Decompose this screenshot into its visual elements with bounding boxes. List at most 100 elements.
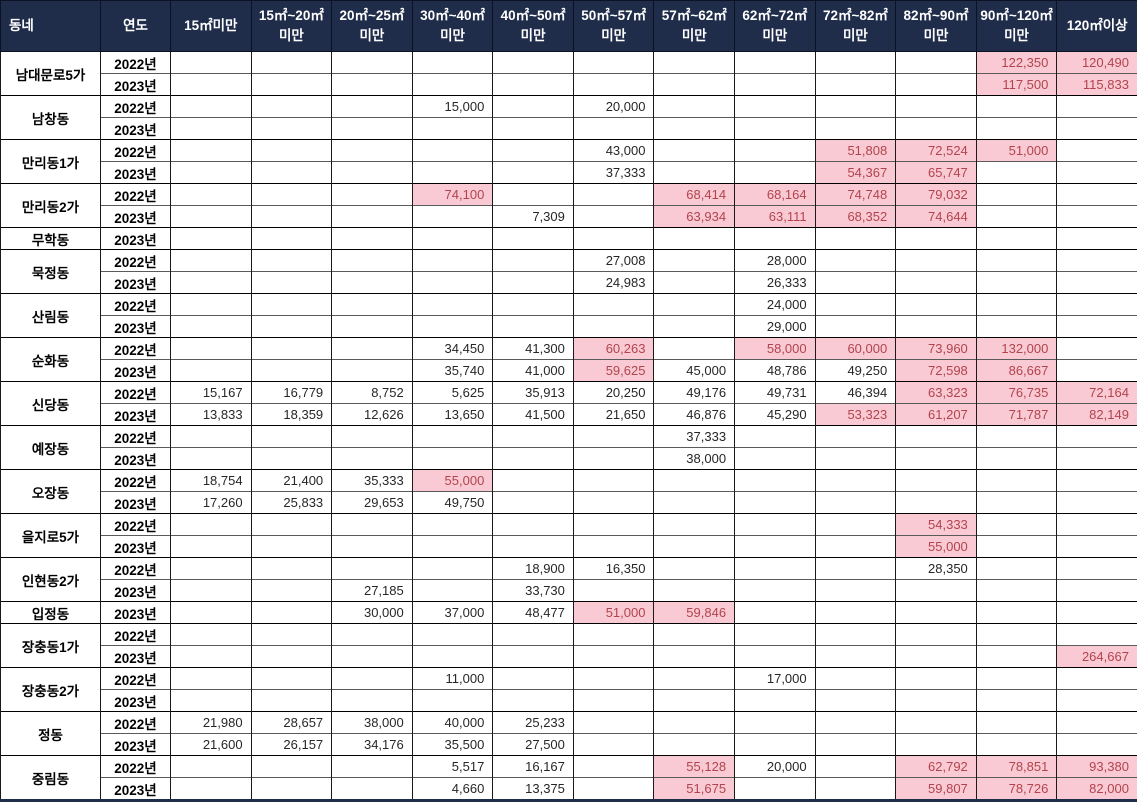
- empty-cell: [815, 316, 896, 338]
- value-cell: 24,000: [735, 294, 816, 316]
- empty-cell: [976, 580, 1057, 602]
- value-cell: 17,000: [735, 668, 816, 690]
- value-cell: 72,164: [1057, 382, 1137, 404]
- empty-cell: [815, 646, 896, 668]
- empty-cell: [332, 316, 413, 338]
- empty-cell: [654, 272, 735, 294]
- value-cell: 46,394: [815, 382, 896, 404]
- value-cell: 41,000: [493, 360, 574, 382]
- empty-cell: [573, 514, 654, 536]
- col-header-size: 62㎡~72㎡미만: [735, 1, 816, 52]
- empty-cell: [171, 646, 252, 668]
- empty-cell: [654, 228, 735, 250]
- empty-cell: [493, 624, 574, 646]
- empty-cell: [735, 52, 816, 74]
- value-cell: 49,750: [412, 492, 493, 514]
- year-cell: 2023년: [101, 536, 171, 558]
- neighborhood-cell: 순화동: [1, 338, 101, 382]
- value-cell: 41,500: [493, 404, 574, 426]
- empty-cell: [171, 250, 252, 272]
- empty-cell: [573, 448, 654, 470]
- empty-cell: [171, 536, 252, 558]
- value-cell: 63,934: [654, 206, 735, 228]
- value-cell: 7,309: [493, 206, 574, 228]
- col-header-size: 15㎡~20㎡미만: [251, 1, 332, 52]
- value-cell: 55,000: [412, 470, 493, 492]
- empty-cell: [654, 162, 735, 184]
- empty-cell: [815, 602, 896, 624]
- empty-cell: [332, 294, 413, 316]
- value-cell: 12,626: [332, 404, 413, 426]
- col-header-size: 15㎡미만: [171, 1, 252, 52]
- empty-cell: [654, 536, 735, 558]
- empty-cell: [332, 162, 413, 184]
- empty-cell: [493, 184, 574, 206]
- empty-cell: [976, 96, 1057, 118]
- value-cell: 68,414: [654, 184, 735, 206]
- empty-cell: [1057, 558, 1137, 580]
- empty-cell: [735, 712, 816, 734]
- year-cell: 2022년: [101, 426, 171, 448]
- table-row: 2023년: [1, 118, 1137, 140]
- empty-cell: [896, 734, 977, 756]
- value-cell: 120,490: [1057, 52, 1137, 74]
- year-cell: 2023년: [101, 206, 171, 228]
- empty-cell: [976, 448, 1057, 470]
- empty-cell: [654, 558, 735, 580]
- empty-cell: [332, 646, 413, 668]
- year-cell: 2023년: [101, 316, 171, 338]
- empty-cell: [251, 228, 332, 250]
- empty-cell: [171, 514, 252, 536]
- empty-cell: [735, 646, 816, 668]
- empty-cell: [1057, 228, 1137, 250]
- empty-cell: [332, 228, 413, 250]
- empty-cell: [251, 426, 332, 448]
- empty-cell: [251, 250, 332, 272]
- empty-cell: [735, 536, 816, 558]
- empty-cell: [1057, 536, 1137, 558]
- year-cell: 2023년: [101, 646, 171, 668]
- empty-cell: [412, 580, 493, 602]
- value-cell: 37,333: [573, 162, 654, 184]
- year-cell: 2023년: [101, 602, 171, 624]
- value-cell: 15,000: [412, 96, 493, 118]
- empty-cell: [171, 228, 252, 250]
- empty-cell: [171, 778, 252, 801]
- value-cell: 28,657: [251, 712, 332, 734]
- neighborhood-cell: 장충동1가: [1, 624, 101, 668]
- empty-cell: [171, 206, 252, 228]
- empty-cell: [171, 294, 252, 316]
- empty-cell: [1057, 162, 1137, 184]
- year-cell: 2022년: [101, 338, 171, 360]
- value-cell: 28,350: [896, 558, 977, 580]
- empty-cell: [815, 756, 896, 778]
- empty-cell: [573, 580, 654, 602]
- value-cell: 45,000: [654, 360, 735, 382]
- empty-cell: [332, 118, 413, 140]
- empty-cell: [976, 272, 1057, 294]
- empty-cell: [412, 162, 493, 184]
- empty-cell: [251, 316, 332, 338]
- empty-cell: [896, 52, 977, 74]
- value-cell: 74,644: [896, 206, 977, 228]
- empty-cell: [654, 294, 735, 316]
- empty-cell: [332, 52, 413, 74]
- empty-cell: [1057, 712, 1137, 734]
- empty-cell: [171, 558, 252, 580]
- empty-cell: [412, 558, 493, 580]
- value-cell: 63,111: [735, 206, 816, 228]
- empty-cell: [976, 470, 1057, 492]
- empty-cell: [332, 74, 413, 96]
- empty-cell: [1057, 140, 1137, 162]
- empty-cell: [735, 470, 816, 492]
- value-cell: 18,754: [171, 470, 252, 492]
- value-cell: 18,900: [493, 558, 574, 580]
